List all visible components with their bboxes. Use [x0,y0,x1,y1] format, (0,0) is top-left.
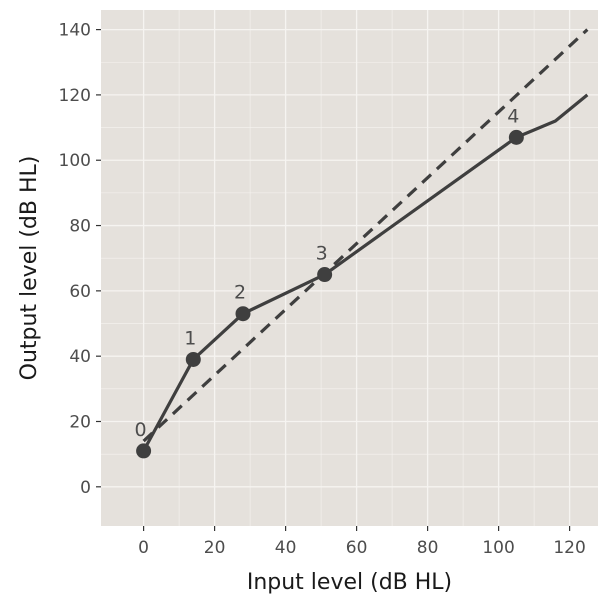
x-tick-label: 80 [417,538,439,558]
x-tick-label: 20 [204,538,226,558]
data-point-3 [317,267,333,283]
x-tick-label: 100 [482,538,514,558]
dashed-series-line [142,28,589,443]
point-label-4: 4 [507,105,519,127]
x-tick-label: 120 [553,538,585,558]
x-tick-label: 0 [138,538,149,558]
plot-panel [101,10,598,526]
y-tick-label: 140 [59,21,91,41]
point-label-3: 3 [316,243,328,265]
data-points: 0 1 2 3 4 [135,105,524,459]
x-axis-ticks: 0 20 40 60 80 100 120 [138,526,586,558]
data-point-2 [235,306,251,322]
y-tick-label: 60 [69,282,91,302]
y-axis-ticks: 0 20 40 60 80 100 120 140 [59,21,101,498]
y-axis-title: Output level (dB HL) [17,156,42,381]
data-point-4 [508,129,524,145]
y-tick-label: 0 [80,478,91,498]
data-point-1 [185,351,201,367]
y-tick-label: 100 [59,151,91,171]
y-tick-label: 80 [69,217,91,237]
data-point-0 [136,443,152,459]
y-tick-label: 40 [69,347,91,367]
point-label-0: 0 [135,419,147,441]
y-tick-label: 20 [69,412,91,432]
x-axis-title: Input level (dB HL) [247,570,452,595]
point-label-1: 1 [184,327,196,349]
point-label-2: 2 [234,282,246,304]
x-tick-label: 60 [346,538,368,558]
x-tick-label: 40 [275,538,297,558]
y-tick-label: 120 [59,86,91,106]
